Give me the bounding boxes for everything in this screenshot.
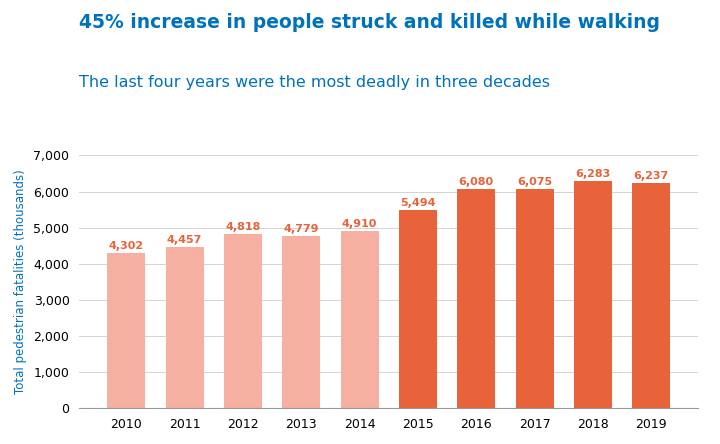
Bar bbox=[516, 189, 554, 408]
Text: 6,075: 6,075 bbox=[517, 177, 552, 187]
Bar bbox=[224, 234, 262, 408]
Bar bbox=[632, 183, 670, 408]
Bar bbox=[457, 189, 495, 408]
Text: 45% increase in people struck and killed while walking: 45% increase in people struck and killed… bbox=[79, 13, 660, 32]
Text: 4,302: 4,302 bbox=[109, 241, 144, 251]
Bar bbox=[399, 210, 437, 408]
Bar bbox=[341, 231, 379, 408]
Text: 4,818: 4,818 bbox=[225, 222, 261, 232]
Bar bbox=[166, 247, 204, 408]
Bar bbox=[107, 253, 145, 408]
Text: 4,910: 4,910 bbox=[342, 219, 377, 229]
Text: 4,779: 4,779 bbox=[284, 224, 319, 234]
Text: The last four years were the most deadly in three decades: The last four years were the most deadly… bbox=[79, 75, 550, 91]
Text: 4,457: 4,457 bbox=[167, 235, 202, 246]
Bar bbox=[282, 236, 320, 408]
Text: 6,283: 6,283 bbox=[575, 169, 611, 179]
Text: 5,494: 5,494 bbox=[400, 198, 436, 208]
Text: 6,080: 6,080 bbox=[459, 177, 494, 186]
Y-axis label: Total pedestrian fatalities (thousands): Total pedestrian fatalities (thousands) bbox=[14, 170, 27, 394]
Bar bbox=[574, 181, 612, 408]
Text: 6,237: 6,237 bbox=[634, 171, 669, 181]
